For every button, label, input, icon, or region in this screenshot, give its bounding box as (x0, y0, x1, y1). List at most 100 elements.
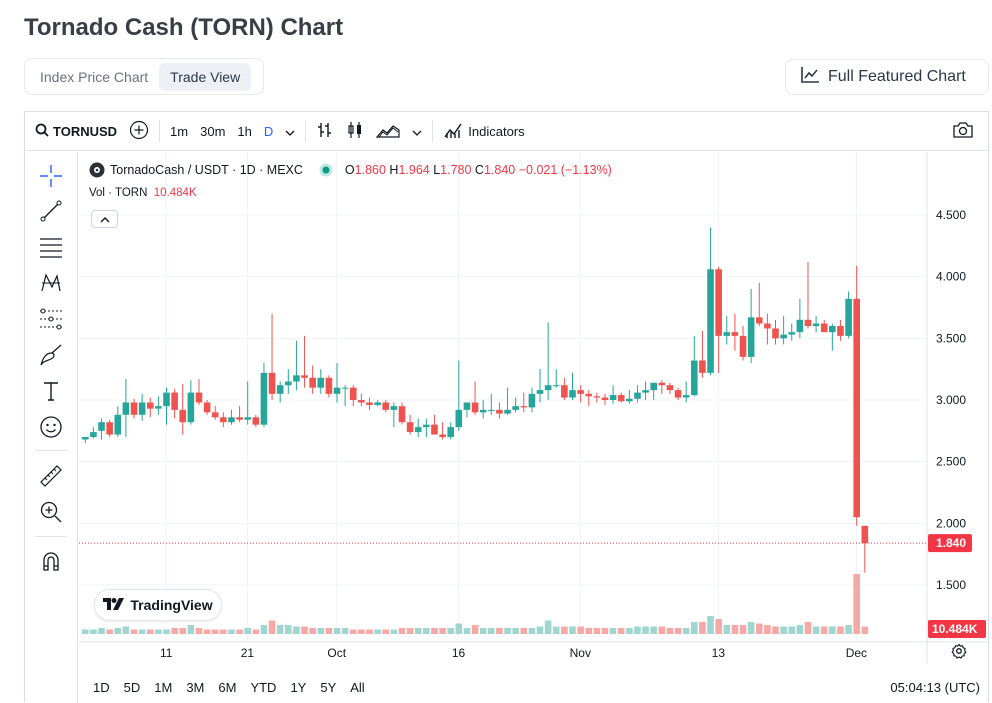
utc-clock[interactable]: 05:04:13 (UTC) (890, 679, 980, 695)
candle-body (829, 326, 836, 333)
legend-low-label: L (433, 163, 441, 177)
fib-retracement-tool[interactable] (38, 236, 64, 262)
candle-body (268, 372, 276, 394)
indicators-button[interactable]: Indicators (437, 112, 530, 150)
range-3m[interactable]: 3M (186, 679, 205, 695)
volume-bar (601, 628, 609, 634)
range-1d[interactable]: 1D (93, 679, 110, 695)
chart-style-dropdown[interactable] (406, 112, 428, 150)
range-1y[interactable]: 1Y (290, 679, 307, 695)
magnet-tool[interactable] (38, 550, 64, 576)
price-chart[interactable]: 4.500 4.000 3.500 3.000 2.500 2.000 1.500 1.840… (79, 152, 988, 663)
settings-button[interactable] (949, 643, 969, 663)
compare-symbol-button[interactable] (123, 112, 155, 150)
projection-tool[interactable] (38, 308, 64, 334)
candle-body (804, 319, 812, 326)
range-ytd[interactable]: YTD (250, 679, 277, 695)
brush-tool[interactable] (38, 344, 64, 370)
chevron-down-icon (285, 124, 295, 139)
candle-body (325, 377, 333, 394)
tab-trade-view[interactable]: Trade View (159, 62, 252, 91)
crosshair-icon (39, 164, 63, 193)
volume-bar (561, 626, 568, 634)
volume-bar (155, 629, 162, 634)
candle-body (585, 393, 593, 397)
candle-body (528, 393, 536, 408)
candle-body (780, 334, 787, 339)
candle-body (755, 317, 763, 324)
toolbar-divider (432, 120, 434, 142)
range-1m[interactable]: 1M (154, 679, 173, 695)
volume-bar (504, 628, 511, 634)
candle-body (138, 402, 146, 415)
range-all[interactable]: All (350, 679, 365, 695)
candle-body (390, 406, 398, 410)
candle-body (366, 402, 373, 405)
volume-bar (471, 625, 479, 634)
volume-bar (479, 628, 487, 634)
screenshot-button[interactable] (946, 112, 980, 150)
volume-bar (171, 628, 178, 634)
candle-body (317, 377, 325, 388)
toolbar-divider (159, 120, 161, 142)
collapse-legend-button[interactable] (91, 210, 118, 228)
volume-bar (138, 629, 146, 634)
candle-body (682, 395, 690, 398)
range-5d[interactable]: 5D (123, 679, 141, 695)
volume-bar (845, 625, 852, 634)
tab-index-price-chart[interactable]: Index Price Chart (40, 68, 149, 85)
chart-area[interactable]: 4.500 4.000 3.500 3.000 2.500 2.000 1.500 1.840… (79, 152, 988, 703)
volume-bar (187, 625, 195, 634)
price-tick-label: 4.500 (936, 208, 966, 222)
range-6m[interactable]: 6M (218, 679, 237, 695)
bars-style-button[interactable] (310, 112, 340, 150)
time-tick-label: 11 (160, 646, 173, 660)
candle-body (715, 269, 722, 336)
candle-body (423, 424, 430, 428)
volume-bar (820, 626, 828, 634)
price-tick-label: 1.500 (936, 578, 966, 592)
candle-body (179, 409, 187, 423)
candle-body (471, 402, 479, 413)
tradingview-wordmark: TradingView (130, 597, 213, 613)
interval-1h[interactable]: 1h (237, 123, 252, 139)
emoji-tool[interactable] (38, 415, 64, 442)
indicators-icon (443, 121, 463, 142)
full-featured-chart-button[interactable]: Full Featured Chart (785, 59, 989, 95)
pattern-tool[interactable] (38, 272, 64, 298)
candle-body (374, 402, 381, 405)
text-tool[interactable] (38, 380, 64, 406)
tools-divider (35, 536, 67, 537)
candle-body (252, 417, 260, 425)
volume-bar (414, 628, 422, 634)
interval-1d[interactable]: D (263, 123, 274, 139)
area-style-button[interactable] (370, 112, 406, 150)
interval-1m[interactable]: 1m (170, 123, 189, 139)
candle-body (788, 332, 796, 335)
tradingview-logo[interactable]: TradingView (94, 589, 222, 621)
symbol-search[interactable]: TORNUSD (25, 112, 123, 150)
volume-bar (163, 629, 170, 634)
volume-bar (642, 626, 649, 634)
range-5y[interactable]: 5Y (320, 679, 337, 695)
candles-style-button[interactable] (340, 112, 370, 150)
volume-bar (211, 629, 219, 634)
volume-bar (585, 628, 593, 634)
trend-line-tool[interactable] (38, 200, 64, 226)
volume-bar (130, 629, 138, 634)
volume-bar (520, 628, 528, 634)
legend-close: 1.840 (483, 163, 516, 177)
interval-30m[interactable]: 30m (200, 123, 226, 139)
volume-bar (349, 629, 357, 634)
magnet-icon (39, 549, 63, 578)
volume-bar (390, 629, 398, 634)
candle-body (293, 375, 300, 382)
candles-icon (346, 121, 364, 142)
candle-body (414, 427, 422, 433)
crosshair-tool[interactable] (38, 164, 64, 193)
measure-tool[interactable] (38, 464, 64, 491)
candle-body (276, 385, 284, 394)
zoom-in-tool[interactable] (38, 501, 64, 527)
chevron-down-icon (412, 124, 422, 139)
interval-dropdown[interactable] (279, 112, 301, 150)
